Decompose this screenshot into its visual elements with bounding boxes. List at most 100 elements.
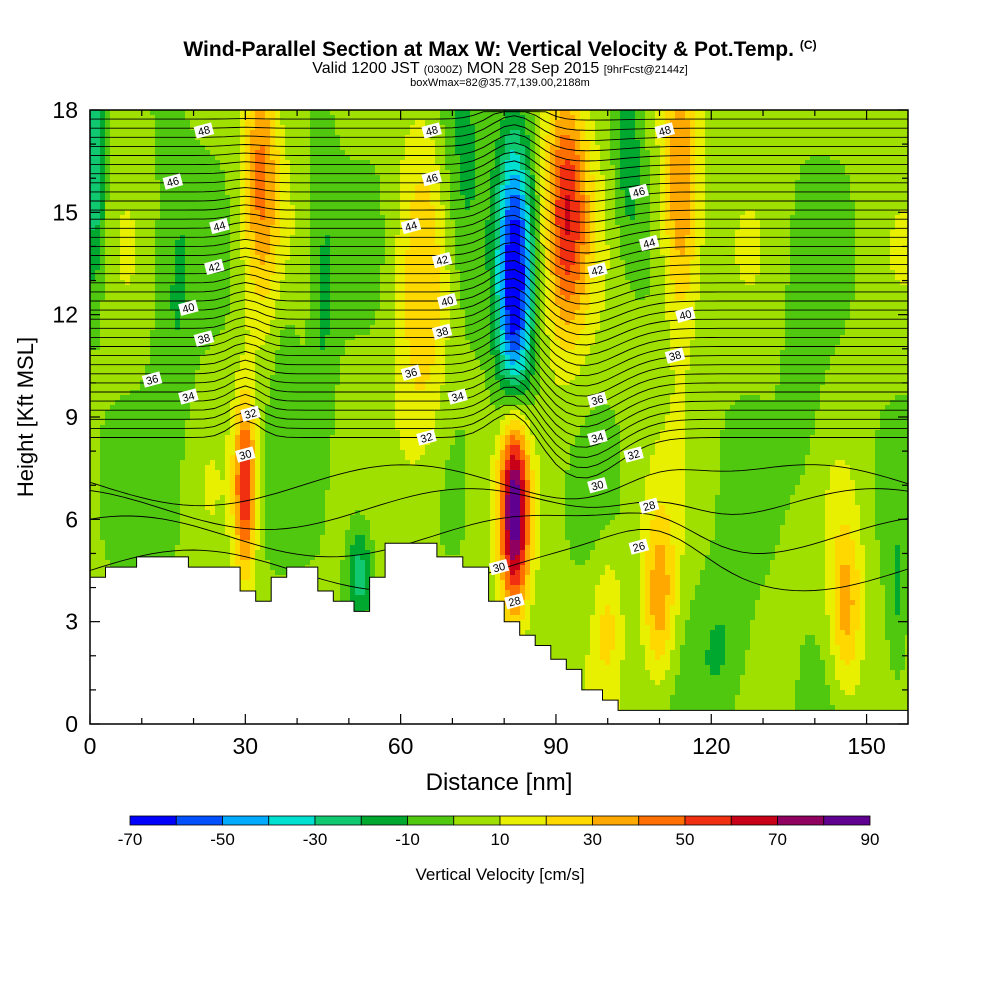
title-units-tag: (C)	[800, 38, 817, 52]
x-tick-label: 90	[543, 733, 569, 759]
theta-label-bg	[204, 258, 225, 276]
theta-isentrope	[90, 278, 908, 325]
theta-label-bg	[628, 183, 650, 201]
theta-label-bg	[400, 364, 422, 381]
x-axis-label: Distance [nm]	[426, 769, 573, 796]
theta-label-text: 34	[590, 431, 605, 446]
theta-label-bg	[178, 388, 199, 405]
theta-label: 38	[664, 347, 686, 364]
colorbar-swatch	[545, 815, 593, 826]
theta-isentrope	[90, 413, 908, 479]
theta-label-text: 44	[642, 237, 657, 252]
theta-label-text: 26	[632, 540, 647, 555]
theta-label: 32	[623, 446, 644, 463]
terrain	[89, 542, 909, 725]
theta-label-bg	[587, 262, 608, 279]
theta-label: 46	[421, 170, 442, 187]
theta-label-text: 48	[657, 124, 672, 139]
theta-label-text: 40	[440, 295, 455, 310]
colorbar-tick-label: 30	[583, 830, 602, 849]
theta-label: 38	[431, 323, 453, 340]
theta-label-bg	[235, 446, 256, 463]
theta-label-bg	[504, 593, 525, 610]
theta-label-text: 42	[590, 264, 605, 279]
theta-label: 40	[178, 299, 199, 316]
colorbar-swatch	[175, 815, 223, 826]
theta-isentrope	[90, 359, 908, 417]
colorbar-tick-label: 10	[491, 830, 510, 849]
theta-label-text: 34	[450, 390, 465, 405]
theta-isentrope	[90, 305, 908, 356]
x-axis: 0 30 60 90 120 150	[84, 110, 886, 759]
theta-label-bg	[178, 299, 199, 316]
colorbar-swatch	[823, 815, 871, 826]
theta-label-text: 44	[404, 220, 419, 235]
colorbar-swatch	[360, 815, 408, 826]
colorbar-tick-label: -70	[118, 830, 143, 849]
theta-label: 42	[587, 262, 608, 279]
colorbar-tick-label: 70	[768, 830, 787, 849]
theta-label: 46	[162, 173, 184, 190]
chart-valid-time: Valid 1200 JST (0300Z) MON 28 Sep 2015 […	[0, 60, 1000, 78]
chart-box-info: boxWmax=82@35.77,139.00,2188m	[0, 77, 1000, 89]
theta-label-text: 34	[181, 390, 196, 405]
theta-label-bg	[431, 251, 453, 269]
theta-label: 42	[431, 251, 453, 269]
theta-isentrope	[90, 404, 908, 469]
theta-label-text: 38	[435, 325, 450, 340]
theta-isentrope	[90, 142, 908, 172]
theta-label: 36	[400, 364, 422, 381]
theta-label-text: 40	[181, 301, 196, 316]
colorbar-swatch	[730, 815, 778, 826]
y-tick-label: 6	[65, 506, 78, 532]
theta-label-text: 32	[243, 407, 258, 422]
theta-label-text: 44	[212, 220, 227, 235]
theta-label-bg	[587, 429, 608, 446]
colorbar-swatch	[129, 815, 177, 826]
theta-isentrope	[90, 287, 908, 336]
theta-label-text: 36	[145, 373, 160, 388]
theta-isentrope	[90, 124, 908, 152]
theta-isentrope	[90, 332, 908, 387]
theta-label-bg	[638, 234, 660, 252]
theta-isentrope	[90, 350, 908, 407]
colorbar-swatch	[777, 815, 825, 826]
theta-label-bg	[240, 405, 261, 422]
theta-label: 48	[193, 122, 215, 139]
y-tick-label: 9	[65, 404, 78, 430]
theta-label: 42	[204, 258, 225, 276]
colorbar-swatch	[314, 815, 362, 826]
theta-label-bg	[654, 122, 675, 139]
theta-label: 46	[628, 183, 650, 201]
theta-isentrope	[90, 115, 908, 142]
theta-label: 36	[141, 371, 163, 388]
colorbar-swatch	[499, 815, 547, 826]
colorbar-swatch	[453, 815, 501, 826]
theta-label: 38	[193, 330, 215, 347]
x-tick-label: 150	[847, 733, 885, 759]
theta-label-bg	[193, 330, 215, 347]
theta-label-text: 38	[668, 349, 683, 364]
theta-label: 48	[654, 122, 675, 139]
theta-label-text: 46	[166, 175, 181, 190]
theta-isentrope	[90, 241, 908, 285]
theta-label-text: 28	[507, 595, 522, 610]
colorbar-tick-label: -50	[210, 830, 235, 849]
x-tick-label: 60	[388, 733, 414, 759]
theta-label: 28	[638, 497, 660, 514]
theta-label: 40	[675, 306, 696, 323]
theta-isentrope	[89, 464, 909, 507]
theta-label: 30	[235, 446, 256, 463]
theta-label: 40	[436, 292, 458, 310]
theta-label-bg	[421, 122, 442, 139]
theta-label: 44	[209, 217, 230, 235]
theta-label: 44	[638, 234, 660, 252]
theta-isentrope	[90, 111, 908, 121]
colorbar-tick-label: 90	[861, 830, 880, 849]
theta-isentrope	[90, 160, 908, 193]
theta-label-text: 36	[590, 393, 605, 408]
y-tick-label: 3	[65, 609, 78, 635]
